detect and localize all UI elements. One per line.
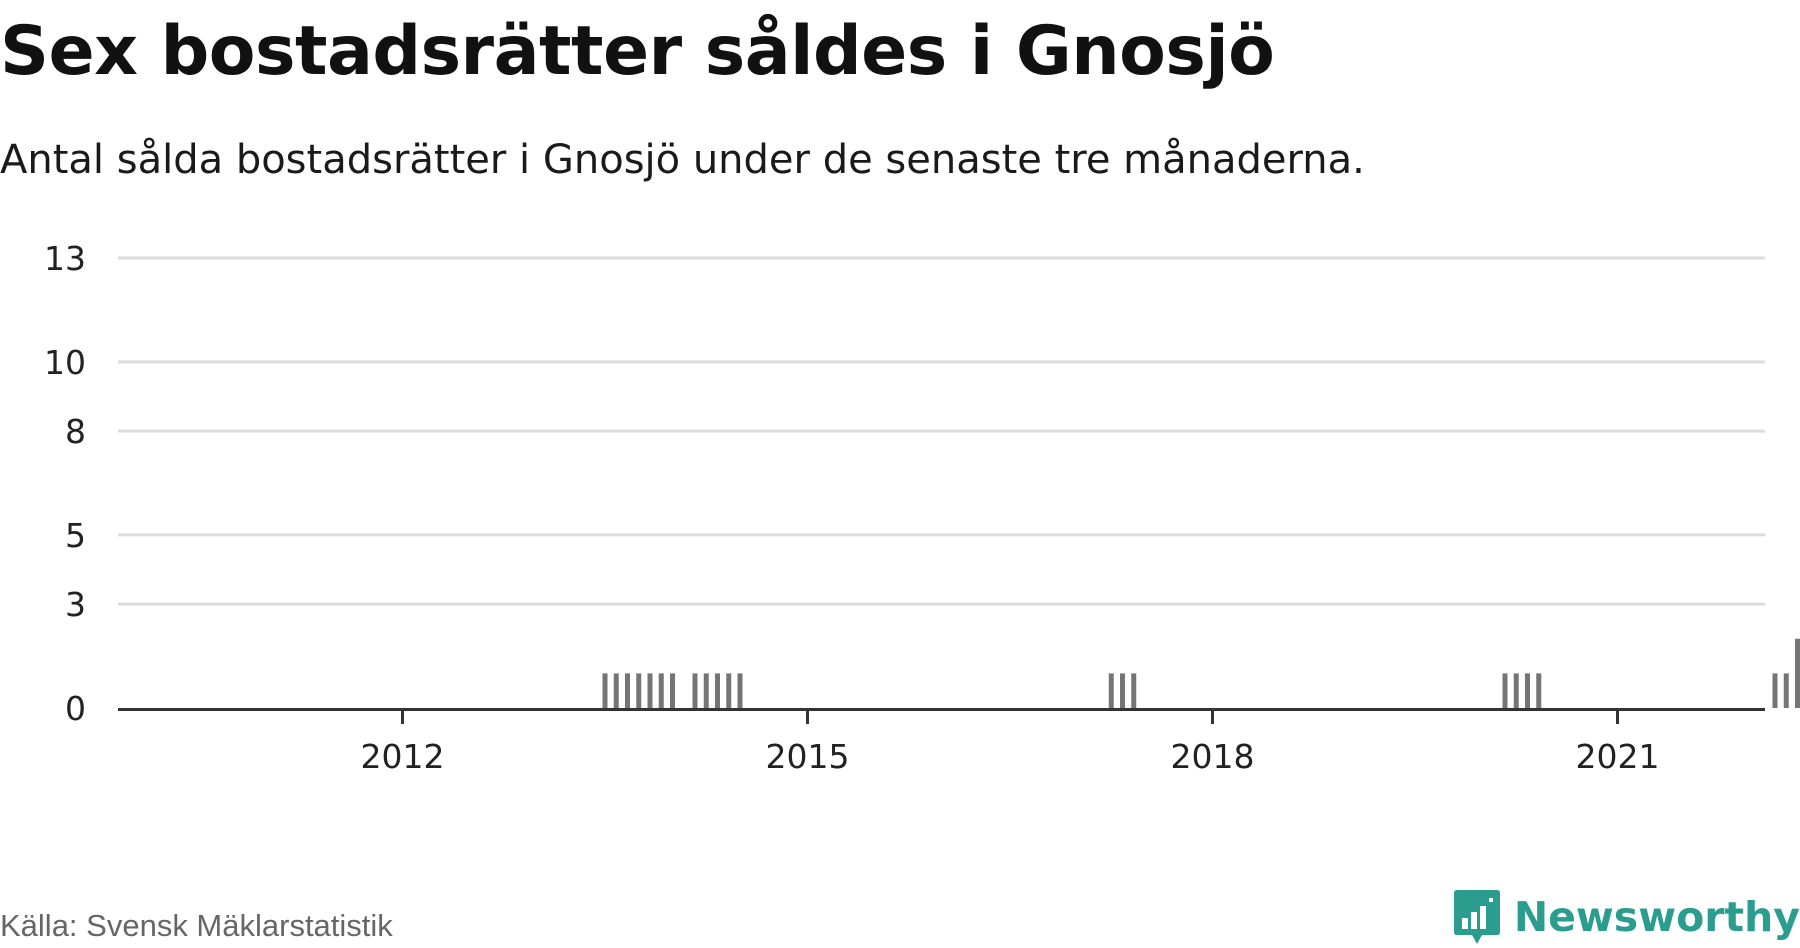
x-axis: 20122015201820212023 [118, 708, 1765, 776]
source-note: Källa: Svensk Mäklarstatistik [0, 908, 393, 943]
bar [670, 673, 675, 708]
y-tick-label: 3 [65, 585, 86, 624]
bar [726, 673, 732, 708]
bar [636, 673, 642, 708]
x-tick-label: 2015 [766, 737, 850, 776]
bar [692, 673, 698, 708]
bar [1525, 673, 1530, 708]
bar [715, 673, 720, 708]
bar [1536, 673, 1542, 708]
x-tick-label: 2012 [361, 737, 445, 776]
bar [1108, 673, 1114, 708]
y-axis-tick-labels: 0 3 5 8 10 13 [44, 239, 86, 728]
bar [1772, 673, 1778, 708]
newsworthy-logo[interactable]: Newsworthy [1452, 887, 1800, 947]
newsworthy-logo-text: Newsworthy [1513, 893, 1800, 941]
bar [602, 673, 608, 708]
x-tick-label: 2018 [1171, 737, 1255, 776]
gridlines [118, 256, 1765, 606]
y-tick-label: 5 [65, 516, 86, 555]
bar [1513, 673, 1519, 708]
bar [625, 673, 630, 708]
bar [737, 673, 743, 708]
y-tick-label: 8 [65, 412, 86, 451]
chart-title: Sex bostadsrätter såldes i Gnosjö [0, 12, 1275, 91]
y-tick-label: 0 [65, 689, 86, 728]
bar [1502, 673, 1508, 708]
bars [602, 638, 1800, 708]
bar [1120, 673, 1125, 708]
newsworthy-logo-icon [1453, 890, 1500, 944]
bar [1131, 673, 1137, 708]
bar [703, 673, 709, 708]
bar [613, 673, 619, 708]
y-tick-label: 13 [44, 239, 86, 278]
x-tick-label: 2021 [1576, 737, 1660, 776]
bar [647, 673, 653, 708]
bar [658, 673, 664, 708]
bar [1783, 673, 1789, 708]
bar [1795, 638, 1800, 708]
y-tick-label: 10 [44, 343, 86, 382]
chart-subtitle: Antal sålda bostadsrätter i Gnosjö under… [0, 137, 1365, 183]
